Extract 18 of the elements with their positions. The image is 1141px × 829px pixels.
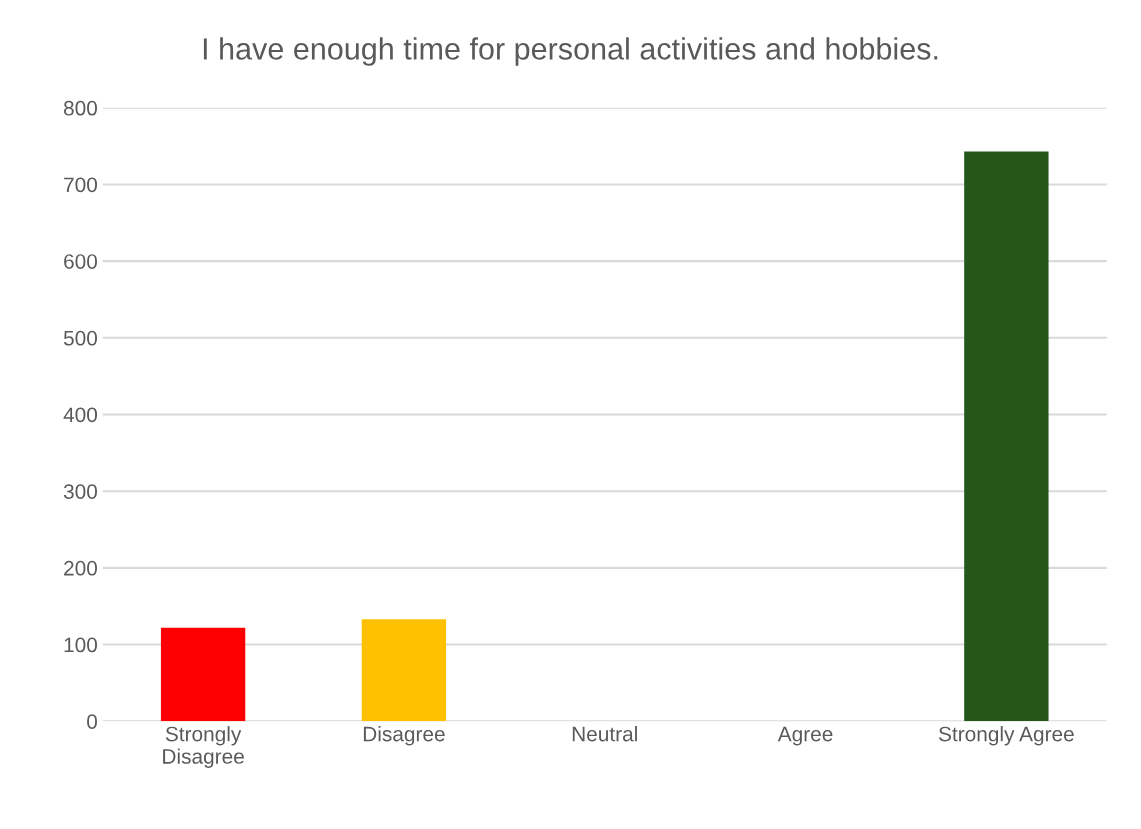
y-tick-label: 500 <box>63 330 98 346</box>
bar <box>160 627 246 722</box>
bar <box>361 619 447 722</box>
y-tick-label: 200 <box>64 560 98 576</box>
x-tick-label: Strongly Disagree <box>163 726 244 768</box>
x-tick-label: Neutral <box>572 726 637 742</box>
chart-title: I have enough time for personal activities and hobbies. <box>203 37 938 66</box>
bar <box>964 151 1049 722</box>
y-tick-label: 600 <box>64 254 98 269</box>
y-tick-label: 0 <box>87 714 98 729</box>
y-tick-label: 800 <box>63 100 98 116</box>
x-tick-label: Disagree <box>363 726 445 746</box>
y-tick-label: 300 <box>63 484 98 499</box>
x-tick-label: Strongly Agree <box>938 726 1074 746</box>
x-tick-label: Agree <box>777 726 833 746</box>
y-tick-label: 100 <box>64 637 98 653</box>
y-tick-label: 400 <box>63 407 98 423</box>
y-tick-label: 700 <box>64 177 98 193</box>
